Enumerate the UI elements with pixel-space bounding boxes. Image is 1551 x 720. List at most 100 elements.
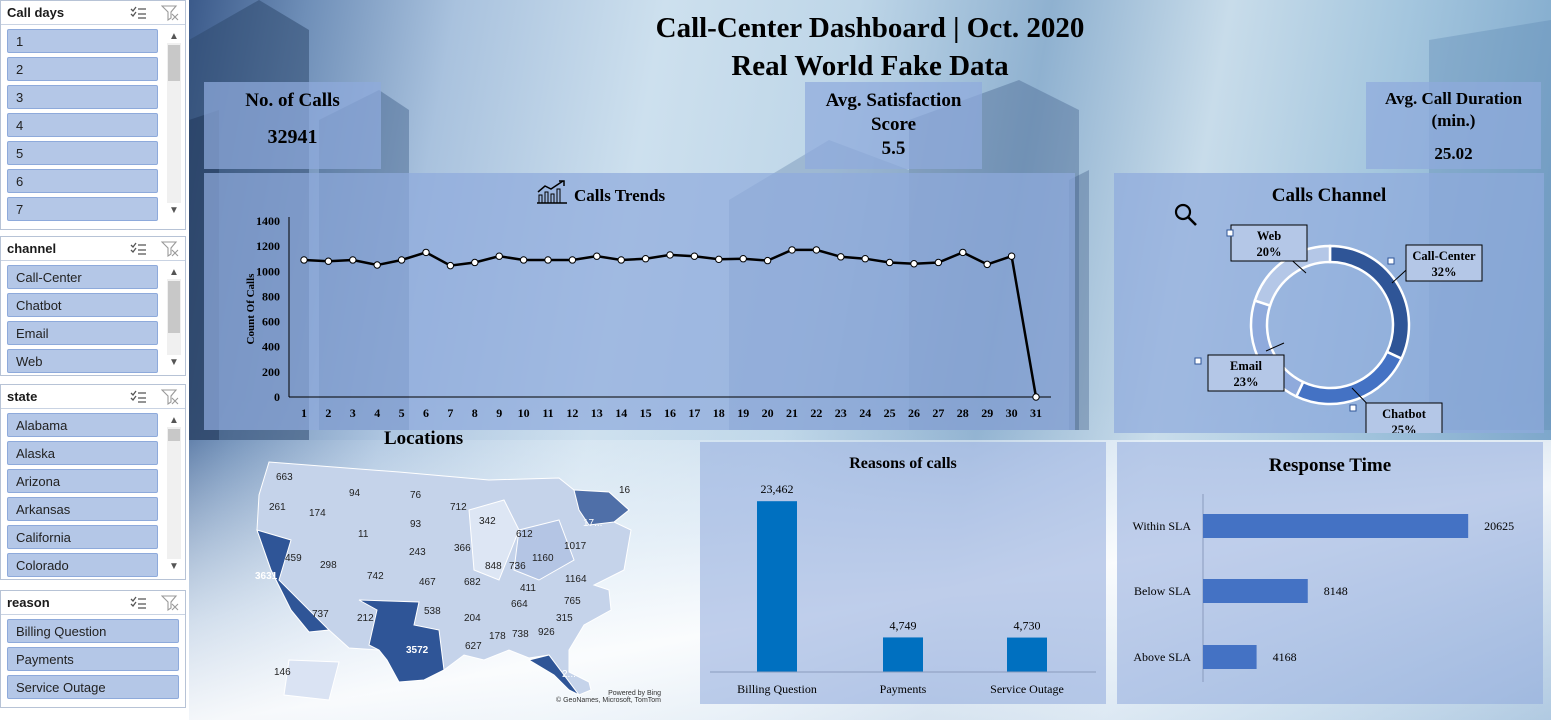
scroll-up-icon[interactable]: ▲ (169, 30, 179, 42)
slicer-item-arizona[interactable]: Arizona (7, 469, 158, 493)
slicer-scrollbar[interactable]: ▲ ▼ (167, 265, 181, 369)
map-value: 3631 (255, 571, 278, 582)
chart-title: Calls Channel (1271, 185, 1387, 206)
map-value: 627 (465, 641, 482, 652)
bar-value-label: 8148 (1324, 584, 1348, 598)
data-point (861, 255, 869, 263)
donut-slice (1294, 350, 1404, 406)
scroll-down-icon[interactable]: ▼ (169, 204, 179, 216)
scroll-up-icon[interactable]: ▲ (169, 414, 179, 426)
category-label: Service Outage (990, 682, 1064, 696)
slicer-item-service-outage[interactable]: Service Outage (7, 675, 179, 699)
data-point (934, 258, 943, 267)
map-value: 178 (489, 631, 506, 642)
map-value: 765 (564, 596, 581, 607)
map-value: 94 (349, 488, 361, 499)
data-point (812, 246, 821, 254)
dashboard-canvas: Call-Center Dashboard | Oct. 2020 Real W… (189, 0, 1551, 720)
slicer-item-day-3[interactable]: 3 (7, 85, 158, 109)
x-tick-label: 5 (399, 406, 405, 420)
slicer-scrollbar[interactable]: ▲ ▼ (167, 413, 181, 573)
map-value: 1017 (564, 541, 587, 552)
bar-value-label: 20625 (1484, 519, 1514, 533)
data-point (910, 260, 918, 268)
data-point (324, 257, 333, 265)
category-label: Within SLA (1132, 519, 1191, 533)
scroll-down-icon[interactable]: ▼ (169, 356, 179, 368)
scroll-track[interactable] (167, 279, 181, 355)
map-title: Locations (384, 428, 464, 449)
magnifier-icon[interactable] (1174, 203, 1198, 232)
scroll-thumb[interactable] (168, 45, 180, 81)
slicer-item-payments[interactable]: Payments (7, 647, 179, 671)
label-handle (1226, 229, 1234, 237)
slicer-item-arkansas[interactable]: Arkansas (7, 497, 158, 521)
data-point (837, 253, 845, 261)
label-handle (1194, 357, 1202, 365)
data-point (544, 256, 552, 264)
slicer-item-day-4[interactable]: 4 (7, 113, 158, 137)
scroll-down-icon[interactable]: ▼ (169, 560, 179, 572)
slicer-item-alaska[interactable]: Alaska (7, 441, 158, 465)
map-value: 76 (410, 490, 422, 501)
donut-slice (1328, 244, 1411, 361)
series-line (303, 248, 1038, 398)
slicer-item-call-center[interactable]: Call-Center (7, 265, 158, 289)
slicer-item-colorado[interactable]: Colorado (7, 553, 158, 577)
x-tick-label: 20 (762, 406, 774, 420)
usa-map[interactable] (229, 450, 709, 715)
slicer-item-email[interactable]: Email (7, 321, 158, 345)
scroll-thumb[interactable] (168, 281, 180, 333)
slicer-item-day-7[interactable]: 7 (7, 197, 158, 221)
slicer-item-day-1[interactable]: 1 (7, 29, 158, 53)
response-time-card: Response Time Within SLA 20625 Below SLA 81… (1117, 442, 1543, 704)
slicer-item-alabama[interactable]: Alabama (7, 413, 158, 437)
multiselect-icon[interactable] (129, 241, 147, 257)
data-point (617, 256, 625, 264)
x-tick-label: 2 (325, 406, 331, 420)
slicer-scrollbar[interactable]: ▲ ▼ (167, 29, 181, 217)
scroll-track[interactable] (167, 43, 181, 203)
category-label: Below SLA (1134, 584, 1191, 598)
slicer-channel: channel Call-Center Chatbot Email Web ▲ … (0, 236, 186, 376)
bar-value-label: 4,730 (1014, 619, 1041, 633)
scroll-thumb[interactable] (168, 429, 180, 441)
calls-channel-card: Calls Channel Call-Center 32% Chatbot 25% Em… (1114, 173, 1544, 433)
slicer-item-chatbot[interactable]: Chatbot (7, 293, 158, 317)
clear-filter-icon[interactable] (161, 594, 179, 611)
slice-value-label: 25% (1392, 423, 1417, 433)
donut-slice (1253, 244, 1332, 308)
clear-filter-icon[interactable] (161, 4, 179, 21)
chart-title: Calls Trends (574, 186, 666, 205)
bar (1203, 645, 1257, 669)
slicer-item-day-5[interactable]: 5 (7, 141, 158, 165)
multiselect-icon[interactable] (129, 389, 147, 405)
kpi-card-duration: Avg. Call Duration (min.) 25.02 (1366, 82, 1541, 169)
slicer-item-billing-question[interactable]: Billing Question (7, 619, 179, 643)
multiselect-icon[interactable] (129, 595, 147, 611)
clear-filter-icon[interactable] (161, 388, 179, 405)
multiselect-icon[interactable] (129, 5, 147, 21)
map-value: 2... (562, 669, 576, 680)
trend-chart-icon (535, 179, 569, 210)
slicer-item-day-6[interactable]: 6 (7, 169, 158, 193)
slicer-item-day-2[interactable]: 2 (7, 57, 158, 81)
slicer-item-california[interactable]: California (7, 525, 158, 549)
data-point (471, 258, 479, 267)
data-point (763, 256, 772, 265)
data-point (1007, 252, 1016, 260)
x-tick-label: 11 (542, 406, 553, 420)
slice-name-label: Web (1257, 229, 1281, 243)
data-point (959, 248, 967, 257)
data-point (422, 248, 430, 257)
slicer-items: Billing Question Payments Service Outage (1, 615, 185, 699)
slice-value-label: 32% (1432, 265, 1457, 279)
clear-filter-icon[interactable] (161, 240, 179, 257)
leader-line (1265, 342, 1285, 352)
scroll-track[interactable] (167, 427, 181, 559)
slicer-title: reason (7, 595, 50, 610)
scroll-up-icon[interactable]: ▲ (169, 266, 179, 278)
map-value: 459 (285, 553, 302, 564)
y-tick-label: 1200 (256, 239, 280, 253)
slicer-item-web[interactable]: Web (7, 349, 158, 373)
